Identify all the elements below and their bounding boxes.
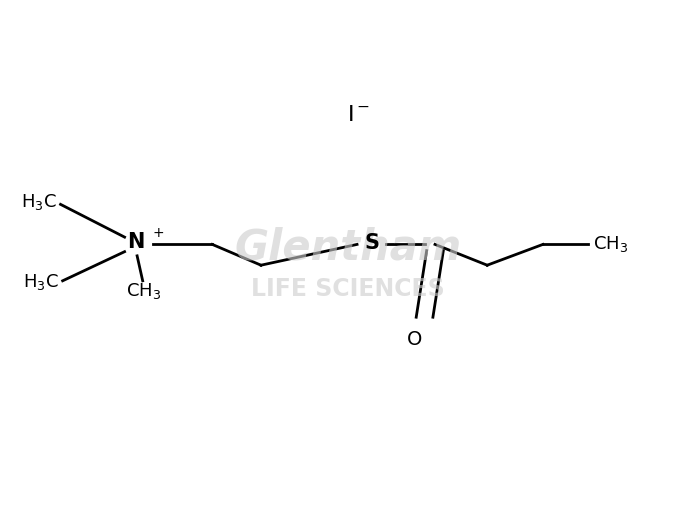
Text: O: O [406, 330, 422, 348]
Text: H$_3$C: H$_3$C [22, 192, 57, 212]
Text: I$^-$: I$^-$ [347, 106, 370, 125]
Text: N: N [127, 232, 144, 252]
Text: +: + [152, 226, 164, 240]
Text: Glentham: Glentham [235, 226, 461, 268]
Text: LIFE SCIENCES: LIFE SCIENCES [251, 277, 445, 301]
Text: S: S [365, 233, 380, 253]
Text: H$_3$C: H$_3$C [24, 272, 59, 292]
Text: CH$_3$: CH$_3$ [593, 235, 628, 254]
Text: CH$_3$: CH$_3$ [127, 281, 161, 301]
